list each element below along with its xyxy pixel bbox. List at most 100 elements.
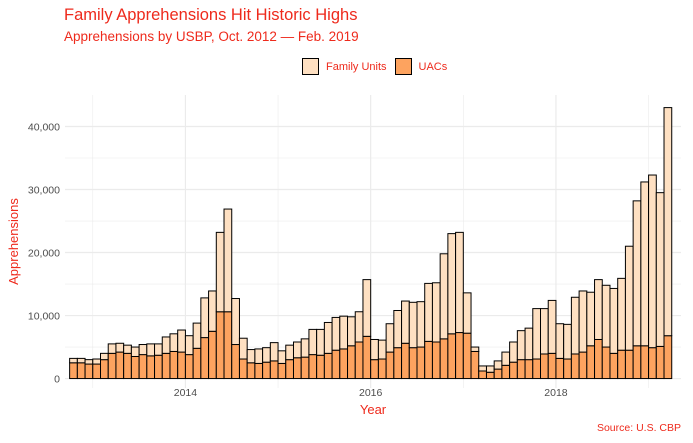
bar-family-units [130,346,140,357]
bar-uac [578,351,588,380]
bar-uac [408,347,418,380]
bar-uac [501,364,511,380]
bar-uac [655,345,665,380]
bar-family-units [640,181,650,347]
bar-family-units [385,323,395,353]
bar-family-units [215,231,225,313]
chart-subtitle: Apprehensions by USBP, Oct. 2012 — Feb. … [64,29,359,44]
bar-uac [431,341,441,380]
bar-uac [624,349,634,380]
bar-family-units [339,315,349,350]
bar-family-units [107,343,117,354]
bar-uac [138,354,148,380]
bar-family-units [231,298,240,346]
bar-family-units [532,308,542,360]
bar-family-units [416,301,426,348]
bar-family-units [594,279,603,340]
bar-family-units [624,245,634,351]
bar-family-units [485,365,495,373]
bar-uac [609,352,619,380]
source-caption: Source: U.S. CBP [596,422,681,434]
bar-uac [601,346,611,380]
bar-uac [277,362,287,380]
bar-uac [516,359,526,380]
bar-family-units [208,290,217,332]
bar-uac [192,347,202,380]
bar-uac [570,353,580,380]
bar-family-units [540,308,549,355]
bar-family-units [161,336,171,354]
bar-uac [223,311,233,380]
legend: Family Units UACs [302,58,455,75]
bar-family-units [470,346,480,352]
bar-family-units [69,357,78,364]
bar-uac [347,345,356,380]
bar-uac [632,345,642,380]
x-tick-label: 2016 [359,387,383,399]
bar-family-units [455,231,464,334]
bar-uac [524,359,534,380]
bar-uac [439,338,449,380]
bar-uac [154,354,163,380]
bar-uac [393,347,403,380]
bar-uac [300,356,310,380]
bar-family-units [316,328,325,356]
bar-uac [208,330,217,380]
bar-uac [416,346,426,380]
bar-family-units [262,347,271,363]
bar-uac [177,351,186,380]
bar-family-units [424,282,433,342]
bar-family-units [431,282,441,343]
bar-uac [354,341,364,380]
bar-family-units [570,296,580,355]
bar-family-units [370,338,379,361]
bar-family-units [177,329,186,353]
bar-uac [146,355,156,380]
bar-uac [200,337,210,380]
bar-family-units [92,358,102,365]
bar-uac [215,311,225,380]
legend-label-uacs: UACs [418,60,448,73]
bar-family-units [478,365,487,372]
bar-family-units [169,333,179,352]
bar-uac [123,352,132,380]
bar-family-units [323,321,333,354]
bar-family-units [563,323,572,360]
bar-uac [470,350,480,380]
bar-family-units [285,344,294,361]
bar-uac [231,344,240,380]
bar-uac [100,359,109,380]
bar-uac [246,362,256,380]
bar-uac [478,370,487,380]
bar-family-units [663,107,673,337]
bar-uac [254,362,264,380]
bar-uac [648,347,657,380]
bar-family-units [401,300,410,344]
bar-family-units [292,341,302,359]
bar-family-units [277,350,287,364]
bar-family-units [200,297,210,339]
bar-family-units [362,279,372,337]
bar-family-units [555,323,565,359]
y-tick-label: 10,000 [28,311,60,323]
bar-family-units [516,330,526,361]
bar-family-units [632,200,642,347]
bar-uac [509,361,518,380]
bar-family-units [154,343,163,356]
bar-uac [385,351,395,380]
bar-uac [401,342,410,380]
bar-uac [493,368,503,380]
bar-uac [184,354,194,380]
bar-uac [640,345,650,380]
y-tick-label: 40,000 [28,122,60,134]
bar-family-units [84,359,94,365]
bar-uac [69,362,78,380]
bar-family-units [100,352,109,361]
bar-uac [308,354,318,380]
bar-uac [130,355,140,380]
bar-family-units [601,284,611,348]
bar-family-units [354,311,364,343]
legend-swatch-uacs [394,58,412,75]
bar-uac [161,352,171,380]
bar-family-units [439,253,449,340]
